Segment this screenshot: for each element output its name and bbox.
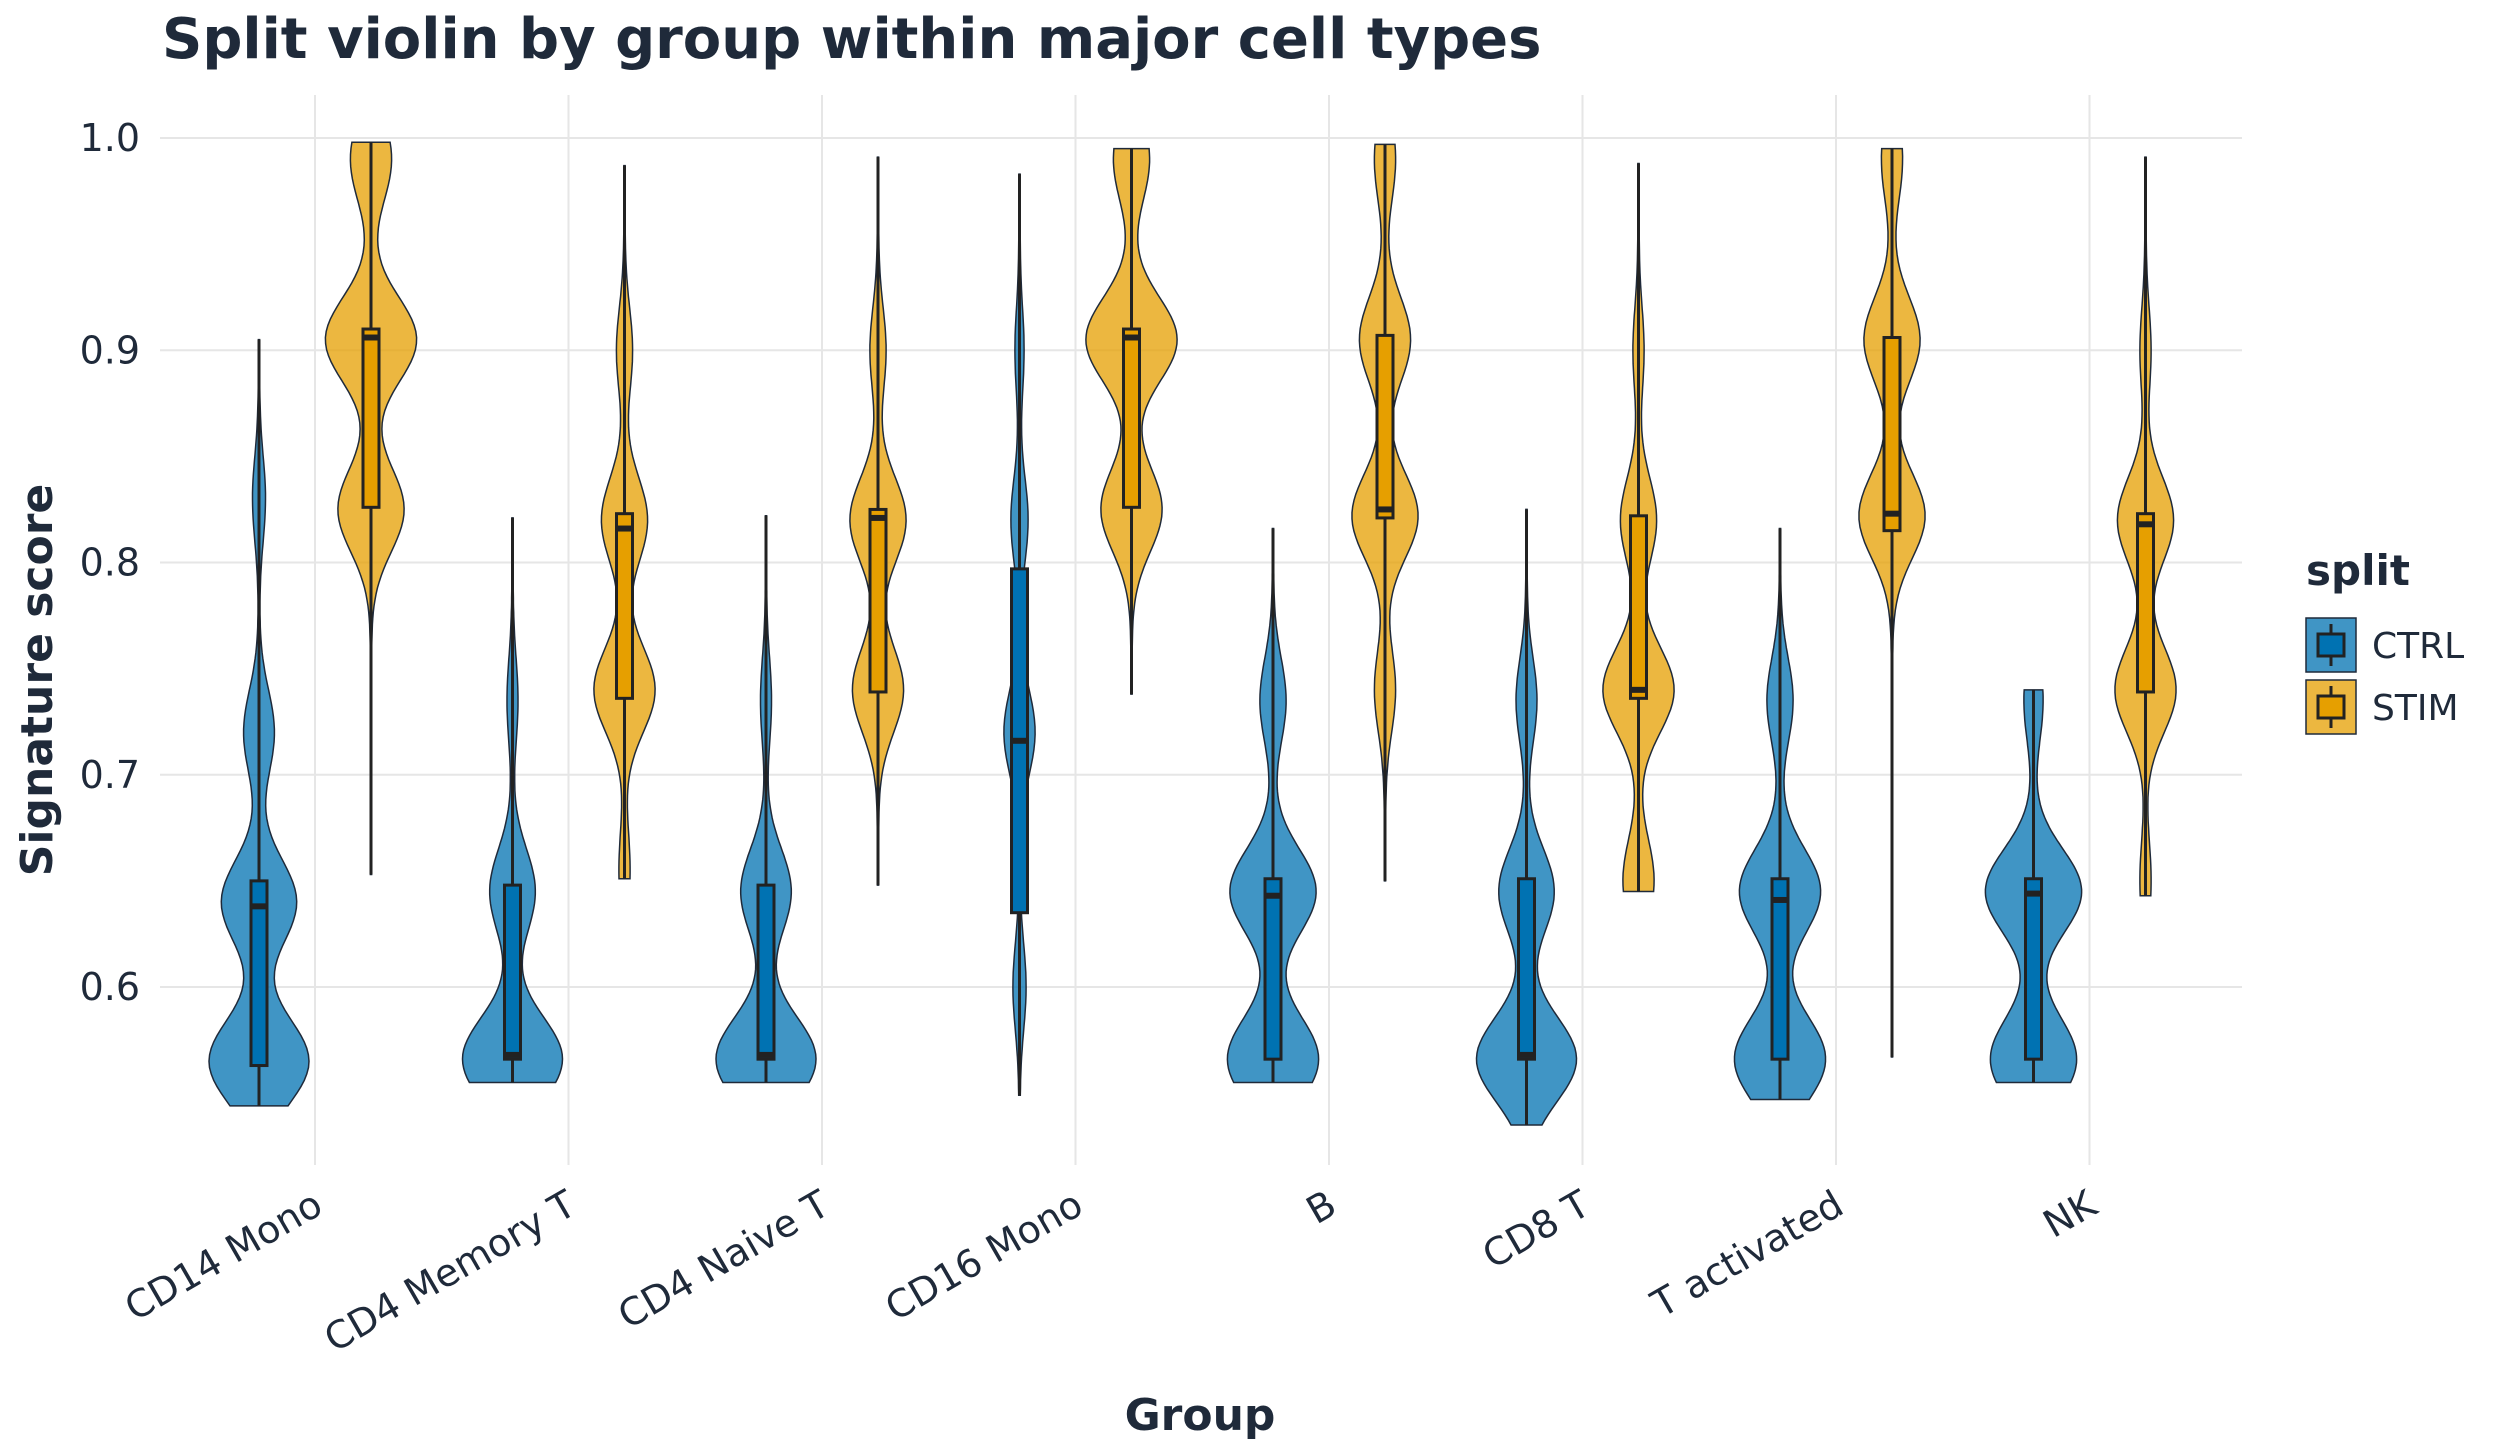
box-ctrl-0	[249, 879, 269, 1068]
box-ctrl-2	[756, 883, 776, 1061]
box-ctrl-4	[1263, 877, 1283, 1061]
box-ctrl-5	[1517, 877, 1536, 1061]
x-tick-label: CD16 Mono	[878, 1182, 1090, 1330]
x-tick-label: CD14 Mono	[117, 1182, 329, 1330]
grid-lines	[160, 95, 2242, 1165]
box-stim-4	[1375, 333, 1395, 520]
y-axis-title: Signature score	[12, 484, 63, 877]
legend-box	[2316, 632, 2346, 658]
box-ctrl-6	[1770, 877, 1790, 1061]
legend-label: STIM	[2372, 688, 2459, 729]
x-axis-title: Group	[1125, 1390, 1276, 1441]
x-tick-label: T activated	[1643, 1182, 1850, 1327]
box-stim-2	[868, 507, 888, 694]
x-tick-label: CD8 T	[1475, 1181, 1598, 1277]
x-tick-label: B	[1299, 1182, 1344, 1233]
y-axis-ticks: 0.6 0.7 0.8 0.9 1.0	[80, 116, 140, 1009]
y-tick-label: 0.8	[80, 541, 140, 585]
y-tick-label: 1.0	[80, 116, 140, 160]
legend-item-ctrl: CTRL	[2305, 617, 2464, 673]
y-tick-label: 0.6	[80, 965, 140, 1009]
box-stim-0	[361, 327, 381, 509]
legend-box	[2316, 694, 2346, 720]
x-tick-label: CD4 Memory T	[317, 1181, 584, 1360]
x-tick-label: NK	[2036, 1181, 2105, 1246]
box-stim-5	[1629, 514, 1648, 700]
box-stim-6	[1882, 336, 1902, 533]
x-tick-label: CD4 Naive T	[611, 1181, 838, 1337]
legend-item-stim: STIM	[2305, 679, 2459, 735]
y-tick-label: 0.9	[80, 328, 140, 372]
chart-title: Split violin by group within major cell …	[162, 7, 1542, 72]
box-ctrl-7	[2024, 877, 2043, 1061]
legend-label: CTRL	[2372, 626, 2464, 667]
y-tick-label: 0.7	[80, 753, 140, 797]
box-stim-1	[615, 512, 634, 700]
box-stim-7	[2136, 512, 2155, 694]
box-ctrl-1	[503, 883, 522, 1061]
legend: split CTRL STIM	[2305, 546, 2464, 735]
legend-title: split	[2306, 546, 2410, 595]
boxplots	[249, 142, 2155, 1125]
box-stim-3	[1122, 327, 1141, 509]
